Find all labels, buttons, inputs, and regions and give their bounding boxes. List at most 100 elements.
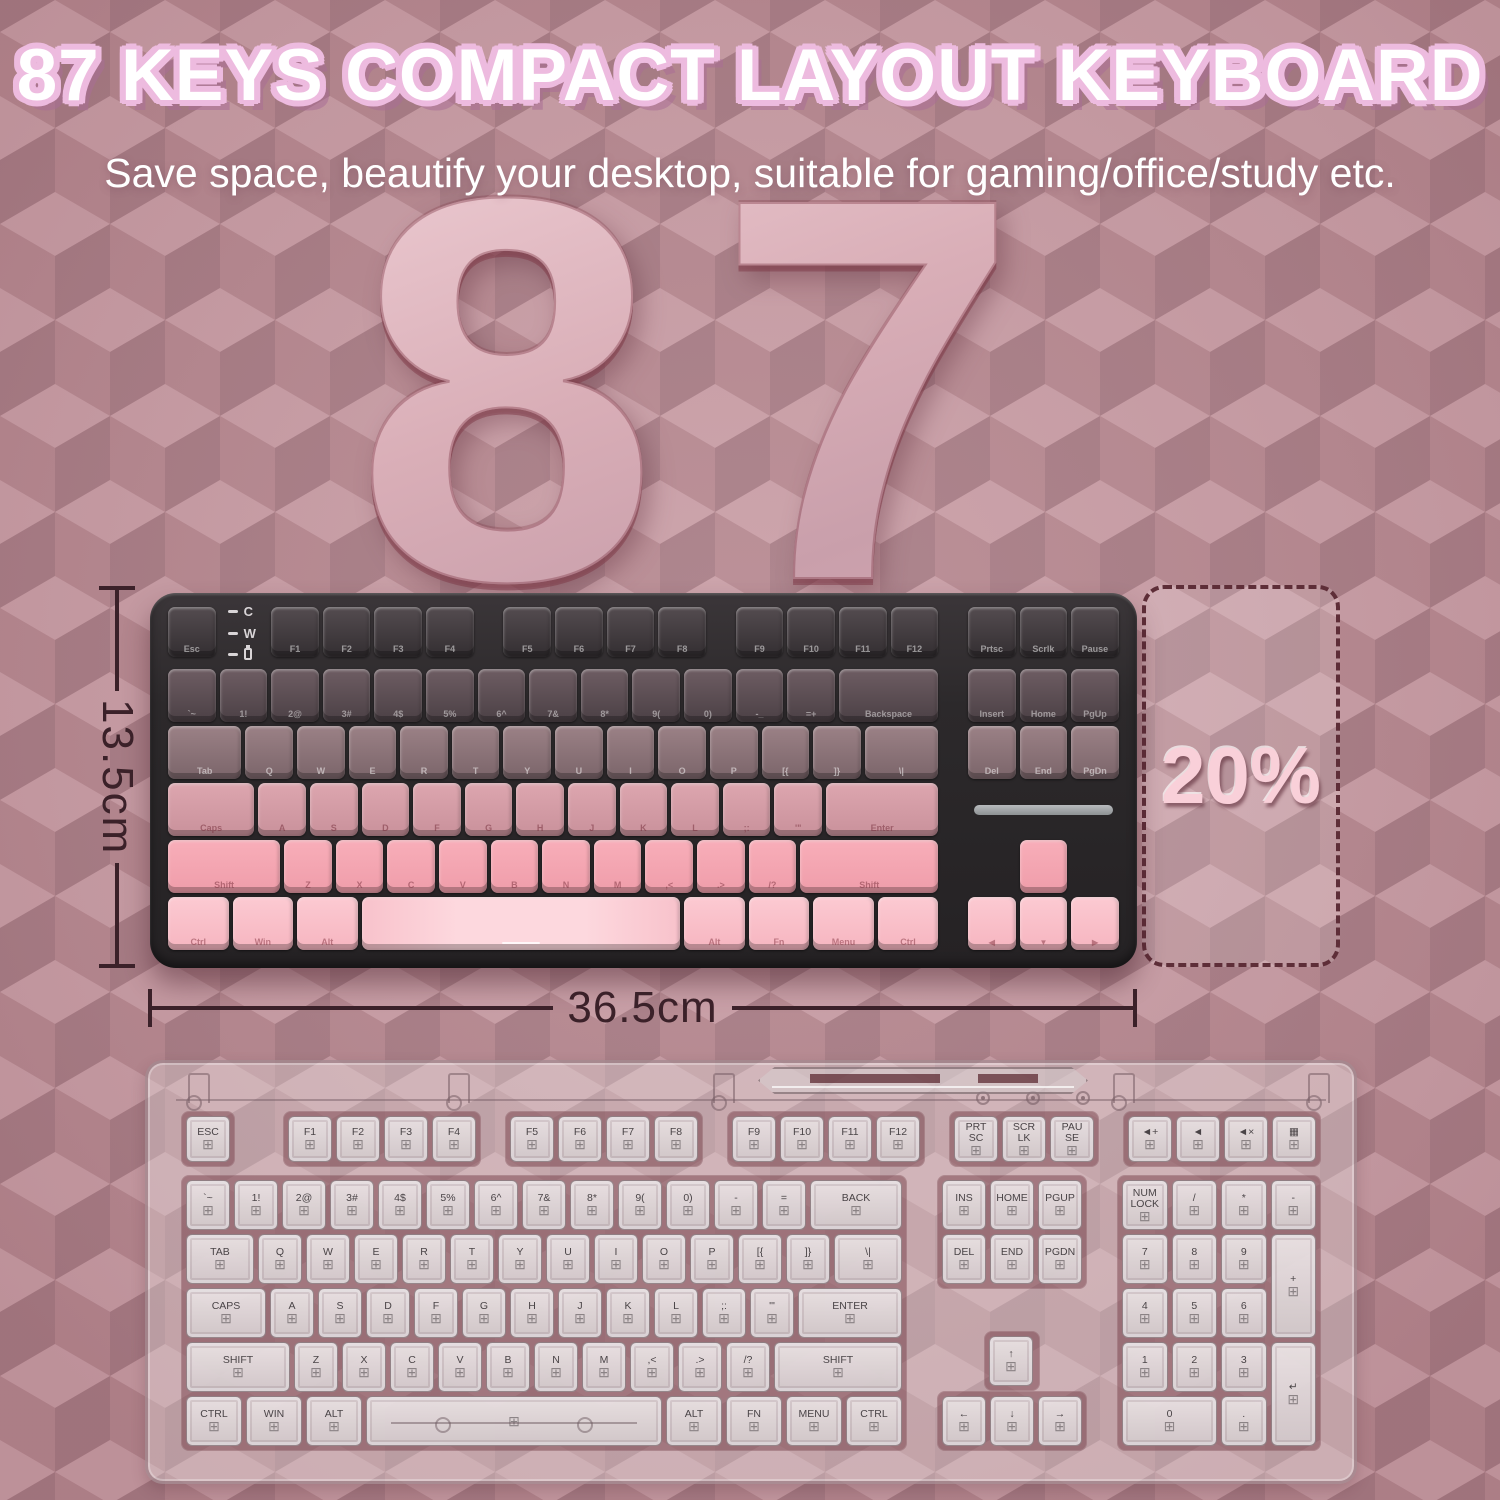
key-8: 8* — [580, 669, 629, 722]
key-blank: ]} — [813, 726, 861, 779]
dimension-line — [115, 590, 119, 691]
key-label: F7 — [621, 1126, 635, 1138]
key-f1: F1 — [271, 607, 319, 657]
key-label: F — [432, 1300, 440, 1312]
switch-icon: ⊞ — [688, 1418, 700, 1434]
key-label: Z — [312, 1354, 320, 1366]
switch-icon: ⊞ — [742, 1364, 754, 1380]
dimension-cap — [148, 989, 152, 1027]
ghost-key-end: END ⊞ — [990, 1234, 1034, 1284]
switch-icon: ⊞ — [274, 1256, 286, 1272]
ghost-key-6: 6 ⊞ — [1221, 1288, 1267, 1338]
key-alt: Alt — [297, 897, 358, 950]
key-label: N — [562, 880, 570, 890]
ghost-main: `~ ⊞ 1! ⊞ 2@ ⊞ 3# ⊞ 4$ ⊞ 5% ⊞ 6^ ⊞ 7& ⊞ 8* ⊞ 9(⊞ 0) ⊞ - ⊞ = ⊞ BAC… — [181, 1175, 907, 1451]
key-label: 3# — [346, 1192, 358, 1204]
volume-down-key: ◄+ ⊞ — [1128, 1116, 1172, 1162]
key-label: ↓ — [1009, 1408, 1015, 1420]
key-label: ;: — [743, 823, 750, 833]
switch-icon: ⊞ — [478, 1310, 490, 1326]
key-label: ▶ — [1091, 938, 1099, 947]
ghost-key-j: J ⊞ — [558, 1288, 602, 1338]
group-gap — [1099, 1111, 1123, 1167]
ghost-key-prtsc: PRT SC ⊞ — [954, 1116, 998, 1162]
key-label: HOME — [996, 1192, 1028, 1204]
ghost-keyboard-decorations — [148, 1063, 1354, 1111]
key-label: Ctrl — [190, 937, 207, 947]
switch-icon: ⊞ — [1138, 1256, 1151, 1272]
led-icon — [227, 632, 238, 635]
key-label: Menu — [831, 937, 856, 947]
key-label: PgUp — [1083, 709, 1107, 719]
keyboard-row: Shift Z X C V B N M ,< .> /? Shift — [166, 840, 1121, 893]
key-label: ◀ — [988, 938, 995, 947]
key-group: ◄+ ⊞ ◄ ⊞ ◄× ⊞ ▦ ⊞ — [1123, 1111, 1321, 1167]
block-gap — [907, 1175, 937, 1451]
switch-icon: ⊞ — [832, 1364, 844, 1380]
ghost-key-home: HOME ⊞ — [990, 1180, 1034, 1230]
key-label: Del — [984, 766, 999, 776]
key-label: 2@ — [295, 1192, 313, 1204]
switch-icon: ⊞ — [718, 1310, 730, 1326]
key-label: H — [528, 1300, 536, 1312]
ghost-key-0: 0 ⊞ — [1122, 1396, 1217, 1446]
key-z: Z — [284, 840, 332, 893]
key-label: 6^ — [490, 1192, 502, 1204]
key-label: \| — [865, 1246, 871, 1258]
key-ctrl: Ctrl — [168, 897, 229, 950]
key-label: 9( — [652, 709, 661, 719]
ghost-key-y: Y ⊞ — [498, 1234, 542, 1284]
ghost-key-pause: PAU SE ⊞ — [1050, 1116, 1094, 1162]
key-4: 4$ — [374, 669, 423, 722]
ghost-key-1: 1 ⊞ — [1122, 1342, 1168, 1392]
puller-segment — [810, 1074, 940, 1083]
key-label: W — [316, 766, 326, 776]
switch-icon: ⊞ — [622, 1310, 634, 1326]
key-backspace: Backspace — [838, 669, 939, 722]
key-label: Fn — [773, 937, 785, 947]
switch-icon: ⊞ — [202, 1202, 214, 1218]
switch-icon: ⊞ — [322, 1256, 334, 1272]
ghost-key-r: R ⊞ — [402, 1234, 446, 1284]
switch-icon: ⊞ — [490, 1202, 502, 1218]
key-w: W — [297, 726, 345, 779]
key-2: 2@ — [271, 669, 319, 722]
key-label: 9( — [635, 1192, 645, 1204]
key-label: T — [472, 766, 479, 776]
key-label: → — [1054, 1408, 1066, 1420]
switch-icon: ⊞ — [466, 1256, 478, 1272]
key-label: Shift — [859, 880, 880, 890]
switch-icon: ⊞ — [1287, 1283, 1300, 1299]
key-label: DEL — [953, 1246, 975, 1258]
key-label: [{ — [756, 1246, 764, 1258]
ghost-key-blank: - ⊞ — [714, 1180, 758, 1230]
switch-icon: ⊞ — [526, 1310, 538, 1326]
key-label: E — [369, 766, 376, 776]
keyboard-row: Caps A S D F G H J K L;: '" Enter — [166, 783, 1121, 836]
key-label: `~ — [187, 709, 196, 719]
key-label: F4 — [447, 1126, 461, 1138]
key-label: 6 — [1240, 1300, 1247, 1312]
ghost-key-enter: ENTER ⊞ — [798, 1288, 902, 1338]
ghost-key-blank: / ⊞ — [1171, 1180, 1217, 1230]
ghost-key-e: E ⊞ — [354, 1234, 398, 1284]
key-end: End — [1019, 726, 1068, 779]
key-blank: ,< — [645, 840, 694, 893]
switch-icon: ⊞ — [748, 1418, 760, 1434]
key-label: ◄× — [1237, 1126, 1255, 1138]
key-f3: F3 — [374, 607, 423, 657]
keyboard-row: INS ⊞ HOME ⊞ PGUP ⊞ — [940, 1178, 1084, 1232]
key-label: PRT SC — [965, 1120, 987, 1144]
ghost-key-f4: F4 ⊞ — [432, 1116, 476, 1162]
stabilizer-wire — [390, 1416, 638, 1433]
key-label: B — [511, 880, 518, 890]
key-label: Q — [265, 766, 273, 776]
key-f8: F8 — [658, 607, 706, 657]
key-label: Pause — [1081, 644, 1109, 654]
height-dimension-label: 13.5cm — [93, 698, 142, 856]
switch-icon: ⊞ — [220, 1310, 232, 1326]
key-label: PGUP — [1045, 1192, 1075, 1204]
key-label: 2 — [1191, 1354, 1198, 1366]
key-label: Prtsc — [980, 644, 1003, 654]
keyboard-row: TAB ⊞ Q ⊞ W ⊞ E ⊞ R ⊞ T ⊞ Y ⊞ U ⊞ I ⊞ O ⊞ P ⊞[{⊞]} ⊞ \| ⊞ — [184, 1232, 904, 1286]
